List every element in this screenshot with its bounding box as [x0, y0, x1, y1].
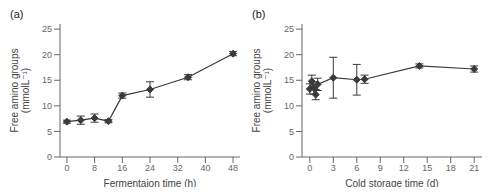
svg-text:25: 25: [284, 24, 294, 34]
svg-text:Free amino groups(mmolL⁻¹): Free amino groups(mmolL⁻¹): [9, 49, 31, 133]
svg-text:6: 6: [354, 163, 359, 173]
svg-text:15: 15: [42, 75, 52, 85]
svg-text:Cold storage time (d): Cold storage time (d): [345, 178, 438, 187]
svg-text:15: 15: [422, 163, 432, 173]
svg-text:5: 5: [47, 127, 52, 137]
svg-text:3: 3: [331, 163, 336, 173]
svg-text:0: 0: [64, 163, 69, 173]
svg-text:20: 20: [42, 50, 52, 60]
svg-text:21: 21: [469, 163, 479, 173]
svg-text:0: 0: [289, 152, 294, 162]
svg-text:8: 8: [92, 163, 97, 173]
svg-text:12: 12: [399, 163, 409, 173]
svg-text:15: 15: [284, 75, 294, 85]
html-text:(b): (b): [252, 8, 266, 20]
svg-text:48: 48: [228, 163, 238, 173]
svg-text:32: 32: [173, 163, 183, 173]
html-text:(a): (a): [10, 8, 24, 20]
svg-text:Fermentaion time (h): Fermentaion time (h): [104, 178, 197, 187]
svg-text:10: 10: [42, 101, 52, 111]
svg-text:9: 9: [378, 163, 383, 173]
svg-text:Free amino groups(mmolL⁻¹): Free amino groups(mmolL⁻¹): [251, 49, 273, 133]
svg-text:40: 40: [200, 163, 210, 173]
svg-text:5: 5: [289, 127, 294, 137]
svg-text:10: 10: [284, 101, 294, 111]
svg-text:25: 25: [42, 24, 52, 34]
svg-text:16: 16: [117, 163, 127, 173]
svg-text:24: 24: [145, 163, 155, 173]
svg-text:20: 20: [284, 50, 294, 60]
svg-text:0: 0: [47, 152, 52, 162]
svg-text:18: 18: [446, 163, 456, 173]
svg-text:0: 0: [307, 163, 312, 173]
